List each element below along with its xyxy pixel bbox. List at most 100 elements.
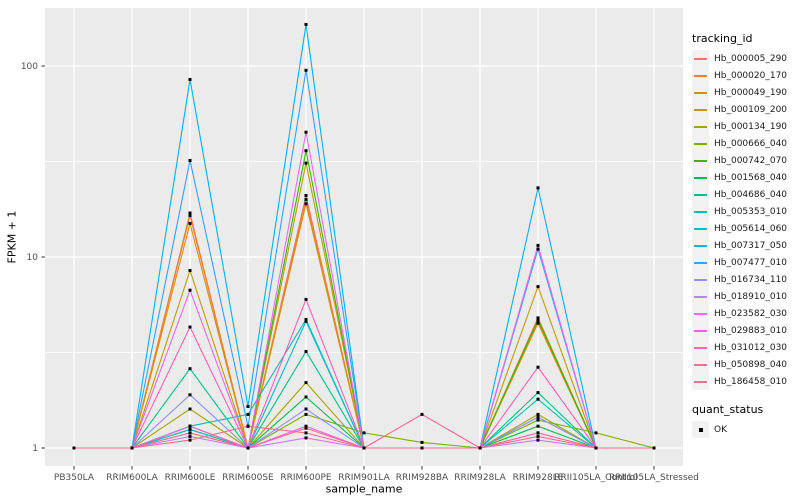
data-point [536, 321, 540, 325]
quant-status-label: OK [714, 424, 727, 435]
data-point [304, 395, 308, 399]
legend-key-line-icon [694, 193, 707, 196]
data-point [304, 318, 308, 322]
y-tick-label: 10 [27, 253, 39, 263]
legend-key [692, 50, 709, 67]
data-point [130, 446, 134, 450]
data-point [304, 381, 308, 385]
data-point [72, 446, 76, 450]
data-point [536, 319, 540, 323]
data-point [188, 159, 192, 162]
legend-item: Hb_000005_290 [692, 50, 798, 67]
data-point [652, 446, 656, 450]
data-point [246, 412, 250, 416]
legend-key [692, 373, 709, 390]
data-point [304, 350, 308, 353]
legend-key-line-icon [694, 91, 707, 94]
data-point [304, 202, 308, 206]
legend-key-line-icon [694, 210, 707, 213]
data-point [478, 446, 482, 450]
legend-item: Hb_016734_110 [692, 271, 798, 288]
legend-item: Hb_186458_010 [692, 373, 798, 390]
legend-key-line-icon [694, 312, 707, 315]
legend-key-line-icon [694, 261, 707, 264]
legend-item-label: Hb_007317_050 [714, 240, 788, 251]
data-point [536, 186, 540, 190]
data-point [304, 426, 308, 430]
data-point [188, 393, 192, 397]
legend-key [692, 101, 709, 118]
legend-item: Hb_018910_010 [692, 288, 798, 305]
data-point [594, 431, 598, 435]
legend-item-label: Hb_023582_030 [714, 308, 788, 319]
legend-item-label: Hb_000020_170 [714, 70, 788, 81]
legend-key [692, 356, 709, 373]
data-point [304, 431, 308, 435]
legend-item: Hb_000049_190 [692, 84, 798, 101]
legend-key [692, 220, 709, 237]
data-point [536, 438, 540, 442]
data-point [420, 440, 424, 444]
data-point [246, 446, 250, 450]
data-point [188, 367, 192, 371]
legend-item: Hb_004686_040 [692, 186, 798, 203]
data-point [536, 415, 540, 419]
legend-item-label: Hb_005614_060 [714, 223, 788, 234]
data-point [362, 431, 366, 435]
legend-item: Hb_000109_200 [692, 101, 798, 118]
legend-item: Hb_000134_190 [692, 118, 798, 135]
legend-key [692, 84, 709, 101]
data-point [188, 214, 192, 217]
legend-key [692, 186, 709, 203]
data-point [188, 288, 192, 292]
x-tick-label: RRIM600PE [280, 473, 332, 483]
data-point [536, 397, 540, 401]
data-point [188, 438, 192, 442]
data-point [304, 149, 308, 153]
x-tick-label: RRIM901LA [338, 473, 390, 483]
data-point [304, 194, 308, 197]
legend-item: Hb_005353_010 [692, 203, 798, 220]
data-point [304, 161, 308, 165]
legend-key-line-icon [694, 108, 707, 111]
legend-item-label: Hb_000109_200 [714, 104, 788, 115]
y-axis-title: FPKM + 1 [5, 210, 19, 264]
data-point [304, 23, 308, 26]
data-point [420, 446, 424, 450]
legend-key [692, 135, 709, 152]
data-point [536, 418, 540, 422]
data-point [188, 434, 192, 438]
data-point [536, 412, 540, 416]
legend-key [692, 67, 709, 84]
x-tick-label: RRII105LA_Stressed [609, 473, 699, 483]
data-point [188, 211, 192, 215]
data-point [594, 446, 598, 450]
legend-key [692, 169, 709, 186]
x-tick-label: RRIM928LA [454, 473, 506, 483]
legend-key [692, 288, 709, 305]
legend-item-label: Hb_000666_040 [714, 138, 788, 149]
data-point [536, 391, 540, 395]
data-point [536, 424, 540, 428]
data-point [536, 318, 540, 322]
data-point [188, 407, 192, 411]
x-tick-label: RRIM600LA [106, 473, 158, 483]
legend-item: Hb_007317_050 [692, 237, 798, 254]
data-point [536, 285, 540, 289]
legend-key-line-icon [694, 125, 707, 128]
legend-key-line-icon [694, 57, 707, 60]
data-point [304, 198, 308, 201]
legend-key [692, 339, 709, 356]
legend-item-label: Hb_005353_010 [714, 206, 788, 217]
legend: tracking_id Hb_000005_290 Hb_000020_170 Hb… [692, 32, 798, 438]
data-point [420, 412, 424, 416]
legend-item-label: Hb_004686_040 [714, 189, 788, 200]
legend-key-line-icon [694, 278, 707, 281]
data-point [536, 316, 540, 320]
legend-key [692, 237, 709, 254]
quant-status-item: OK [692, 421, 798, 438]
legend-key-line-icon [694, 227, 707, 230]
data-point [246, 405, 250, 408]
